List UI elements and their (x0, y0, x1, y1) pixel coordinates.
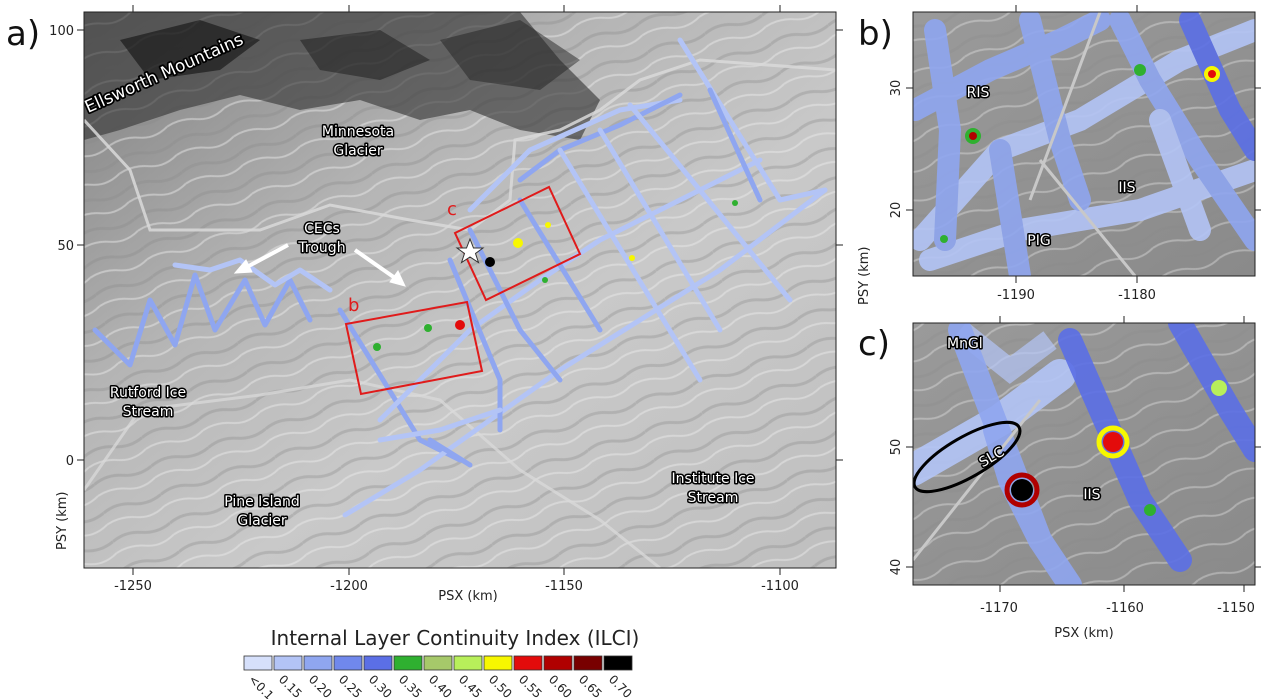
label-institute-1: Institute Ice (671, 471, 754, 487)
label-iis-c: IIS (1083, 487, 1100, 503)
label-mngl: MnGl (947, 336, 983, 352)
legend-swatch (243, 655, 273, 671)
legend-tick-label: 0.70 (606, 672, 635, 699)
panel-c-frame (912, 322, 1256, 586)
a-xtick-4: -1100 (761, 579, 799, 594)
legend-swatch (363, 655, 393, 671)
c-ytick-2: 40 (889, 559, 904, 576)
legend-tick-label: 0.45 (456, 672, 485, 699)
c-xtick-3: -1150 (1217, 601, 1255, 616)
a-y-title: PSY (km) (55, 492, 70, 551)
panel-b-map: RIS IIS PIG (913, 12, 1255, 276)
slc-outline (913, 420, 1022, 494)
legend-tick-label: 0.55 (516, 672, 545, 699)
legend-swatch (333, 655, 363, 671)
b-ytick-2: 20 (889, 202, 904, 219)
c-xtick-2: -1160 (1106, 601, 1144, 616)
legend-swatch (483, 655, 513, 671)
a-ytick-2: 50 (57, 239, 74, 254)
label-ris: RIS (967, 85, 990, 101)
b-xtick-2: -1180 (1118, 288, 1156, 303)
label-pig-2: Glacier (237, 513, 287, 529)
trough-arrows (233, 243, 406, 287)
label-minnesota-1: Minnesota (322, 124, 394, 140)
legend-swatch (303, 655, 333, 671)
inset-box-b (344, 300, 484, 396)
legend-swatch (393, 655, 423, 671)
legend-swatch (573, 655, 603, 671)
a-xtick-1: -1250 (114, 579, 152, 594)
label-minnesota-2: Glacier (333, 143, 383, 159)
legend-tick-label: 0.30 (366, 672, 395, 699)
b-xtick-1: -1190 (997, 288, 1035, 303)
legend-swatch (543, 655, 573, 671)
legend-tick-label: <0.1 (246, 672, 277, 699)
legend-swatch (423, 655, 453, 671)
a-ytick-1: 100 (49, 24, 74, 39)
panel-c-map: MnGl SLC IIS (913, 323, 1255, 585)
a-xtick-3: -1150 (545, 579, 583, 594)
a-xtick-2: -1200 (330, 579, 368, 594)
label-institute-2: Stream (688, 490, 739, 506)
panel-c-label: c) (858, 324, 890, 364)
panel-c: c) MnGl SLC IIS (858, 316, 1261, 641)
panel-b-frame (912, 11, 1256, 277)
legend-tick-label: 0.15 (276, 672, 305, 699)
b-y-title: PSY (km) (857, 247, 872, 306)
legend-swatch (603, 655, 633, 671)
legend-tick-label: 0.20 (306, 672, 335, 699)
legend-tick-label: 0.65 (576, 672, 605, 699)
a-x-title: PSX (km) (438, 589, 497, 604)
label-pig-1: Pine Island (224, 494, 300, 510)
panel-a-ticks (77, 5, 843, 575)
ilci-hotspots (373, 200, 738, 351)
a-ytick-3: 0 (66, 454, 74, 469)
label-cecs-2: Trough (297, 240, 345, 256)
label-cecs-1: CECs (304, 221, 340, 237)
legend-tick-label: 0.60 (546, 672, 575, 699)
legend-swatch (513, 655, 543, 671)
legend-tick-label: 0.35 (396, 672, 425, 699)
c-ytick-1: 50 (889, 439, 904, 456)
legend-tick-label: 0.40 (426, 672, 455, 699)
inset-box-c (453, 185, 582, 302)
panel-a-map: Ellsworth Mountains Minnesota Glacier CE… (84, 12, 836, 568)
label-iis-b: IIS (1118, 180, 1135, 196)
box-label-b: b (348, 295, 359, 316)
panel-a-label: a) (6, 14, 40, 54)
label-pig-b: PIG (1027, 233, 1050, 249)
ilci-legend: Internal Layer Continuity Index (ILCI) <… (243, 626, 640, 699)
panel-b-label: b) (858, 14, 893, 54)
legend-tick-label: 0.25 (336, 672, 365, 699)
label-rutford-2: Stream (123, 404, 174, 420)
legend-title: Internal Layer Continuity Index (ILCI) (271, 626, 640, 650)
panel-a: a) (6, 5, 843, 604)
legend-swatch (453, 655, 483, 671)
c-xtick-1: -1170 (980, 601, 1018, 616)
star-marker (455, 237, 485, 264)
c-x-title: PSX (km) (1054, 626, 1113, 641)
panel-b: b) RIS IIS PIG (857, 5, 1261, 305)
flow-divide-line (84, 378, 661, 568)
legend-tick-label: 0.50 (486, 672, 515, 699)
panel-a-frame (83, 11, 837, 569)
box-label-c: c (447, 199, 457, 220)
panel-b-tracks (913, 12, 1255, 276)
legend-swatch (273, 655, 303, 671)
b-ytick-1: 30 (889, 80, 904, 97)
label-rutford-1: Rutford Ice (110, 385, 186, 401)
legend-swatches: <0.1 0.15 0.20 0.25 0.30 0.35 0.40 0.45 0.50 0.55… (243, 655, 635, 699)
